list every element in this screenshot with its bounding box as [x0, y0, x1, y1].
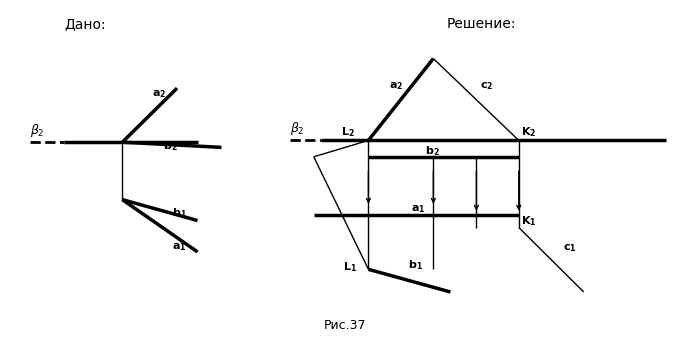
Text: Дано:: Дано: [64, 17, 105, 31]
Text: $\mathbf{a_1}$: $\mathbf{a_1}$ [172, 241, 187, 253]
Text: $\mathbf{a_2}$: $\mathbf{a_2}$ [389, 80, 403, 92]
Text: $\mathbf{c_1}$: $\mathbf{c_1}$ [563, 242, 577, 255]
Text: $\mathbf{K_1}$: $\mathbf{K_1}$ [521, 214, 537, 228]
Text: Решение:: Решение: [446, 17, 516, 31]
Text: $\mathbf{b_2}$: $\mathbf{b_2}$ [163, 139, 178, 153]
Text: $\beta_2$: $\beta_2$ [290, 120, 305, 137]
Text: $\mathbf{K_2}$: $\mathbf{K_2}$ [521, 125, 536, 139]
Text: Рис.37: Рис.37 [324, 319, 367, 332]
Text: $\mathbf{a_1}$: $\mathbf{a_1}$ [411, 204, 425, 215]
Text: $\beta_2$: $\beta_2$ [30, 122, 45, 139]
Text: $\mathbf{L_1}$: $\mathbf{L_1}$ [342, 260, 357, 274]
Text: $\mathbf{c_2}$: $\mathbf{c_2}$ [480, 80, 493, 92]
Text: $\mathbf{b_2}$: $\mathbf{b_2}$ [425, 144, 440, 158]
Text: $\mathbf{b_1}$: $\mathbf{b_1}$ [172, 206, 187, 219]
Text: $\mathbf{a_2}$: $\mathbf{a_2}$ [152, 88, 166, 100]
Text: $\mathbf{L_2}$: $\mathbf{L_2}$ [341, 126, 355, 139]
Text: $\mathbf{b_1}$: $\mathbf{b_1}$ [408, 258, 423, 272]
